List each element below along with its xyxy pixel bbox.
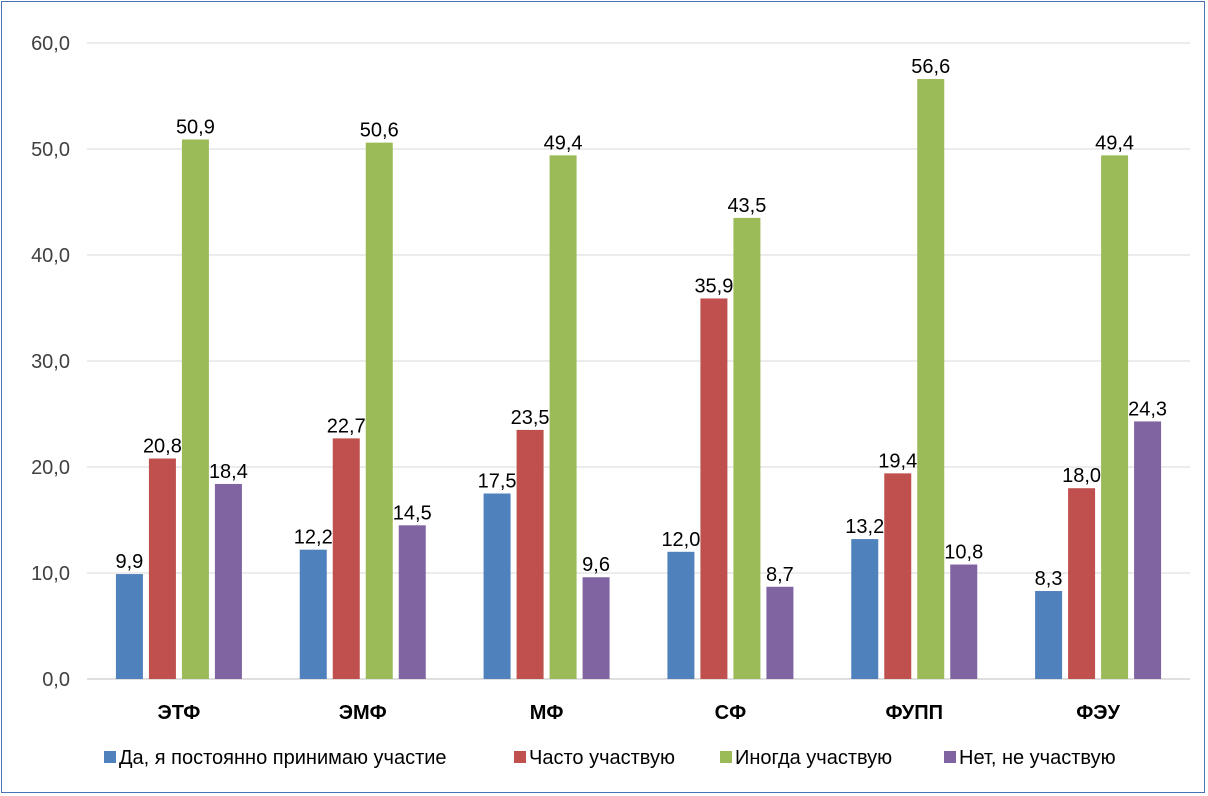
bar [1101, 155, 1129, 680]
data-labels: 9,9 20,8 50,9 18,4 12,2 22,7 50,6 14,5 17,5 23,5 4… [116, 56, 1168, 590]
data-label: 8,3 [1035, 568, 1063, 590]
x-category-label: МФ [530, 702, 564, 724]
data-label: 19,4 [878, 450, 917, 472]
data-label: 43,5 [727, 195, 766, 217]
data-label: 14,5 [393, 502, 432, 524]
bar [950, 564, 978, 679]
bar [549, 155, 577, 680]
y-tick-label: 0,0 [42, 669, 70, 691]
legend-label: Часто участвую [529, 747, 675, 769]
data-label: 35,9 [694, 275, 733, 297]
y-tick-label: 50,0 [31, 139, 70, 161]
bar [733, 217, 761, 679]
data-label: 18,4 [209, 461, 248, 483]
data-label: 10,8 [944, 542, 983, 564]
bar [483, 493, 511, 679]
data-label: 13,2 [845, 516, 884, 538]
data-label: 50,6 [360, 120, 399, 142]
legend-swatch [944, 751, 956, 763]
x-category-label: СФ [715, 702, 747, 724]
legend: Да, я постоянно принимаю участие Часто уч… [104, 747, 1116, 769]
bar [398, 525, 426, 679]
data-label: 12,2 [294, 527, 333, 549]
data-label: 12,0 [661, 529, 700, 551]
legend-label: Нет, не участвую [959, 747, 1116, 769]
data-label: 17,5 [478, 471, 517, 493]
data-label: 8,7 [766, 564, 794, 586]
bar [181, 139, 209, 679]
bar [1134, 421, 1162, 679]
data-label: 18,0 [1062, 465, 1101, 487]
data-label: 49,4 [1095, 132, 1134, 154]
legend-swatch [104, 751, 116, 763]
bar [766, 586, 794, 679]
bar [917, 79, 945, 680]
x-axis-categories: ЭТФ ЭМФ МФ СФ ФУПП ФЭУ [158, 702, 1121, 724]
bars [115, 79, 1162, 680]
legend-swatch [720, 751, 732, 763]
data-label: 23,5 [511, 407, 550, 429]
legend-label: Да, я постоянно принимаю участие [119, 747, 447, 769]
legend-label: Иногда участвую [735, 747, 892, 769]
gridlines [87, 42, 1190, 680]
y-axis-ticks: 0,0 10,0 20,0 30,0 40,0 50,0 60,0 [31, 33, 70, 691]
y-tick-label: 60,0 [31, 33, 70, 55]
bar [1035, 591, 1063, 679]
y-tick-label: 40,0 [31, 245, 70, 267]
bar [299, 549, 327, 679]
data-label: 9,9 [116, 551, 144, 573]
bar [851, 539, 879, 679]
x-category-label: ФЭУ [1076, 702, 1120, 724]
bar [516, 429, 544, 679]
y-tick-label: 30,0 [31, 351, 70, 373]
x-category-label: ЭТФ [158, 702, 201, 724]
bar [365, 142, 393, 679]
bar [214, 483, 242, 679]
bar [115, 574, 143, 679]
bar [667, 551, 695, 679]
data-label: 24,3 [1128, 398, 1167, 420]
data-label: 56,6 [911, 56, 950, 78]
bar [148, 458, 176, 679]
data-label: 49,4 [544, 132, 583, 154]
legend-swatch [514, 751, 526, 763]
x-category-label: ФУПП [886, 702, 944, 724]
y-tick-label: 20,0 [31, 457, 70, 479]
bar [884, 473, 912, 679]
bar [582, 577, 610, 679]
bar [332, 438, 360, 679]
data-label: 20,8 [143, 436, 182, 458]
data-label: 22,7 [327, 415, 366, 437]
y-tick-label: 10,0 [31, 563, 70, 585]
bar [700, 298, 728, 679]
data-label: 9,6 [582, 554, 610, 576]
bar [1068, 488, 1096, 679]
x-category-label: ЭМФ [339, 702, 387, 724]
data-label: 50,9 [176, 116, 215, 138]
